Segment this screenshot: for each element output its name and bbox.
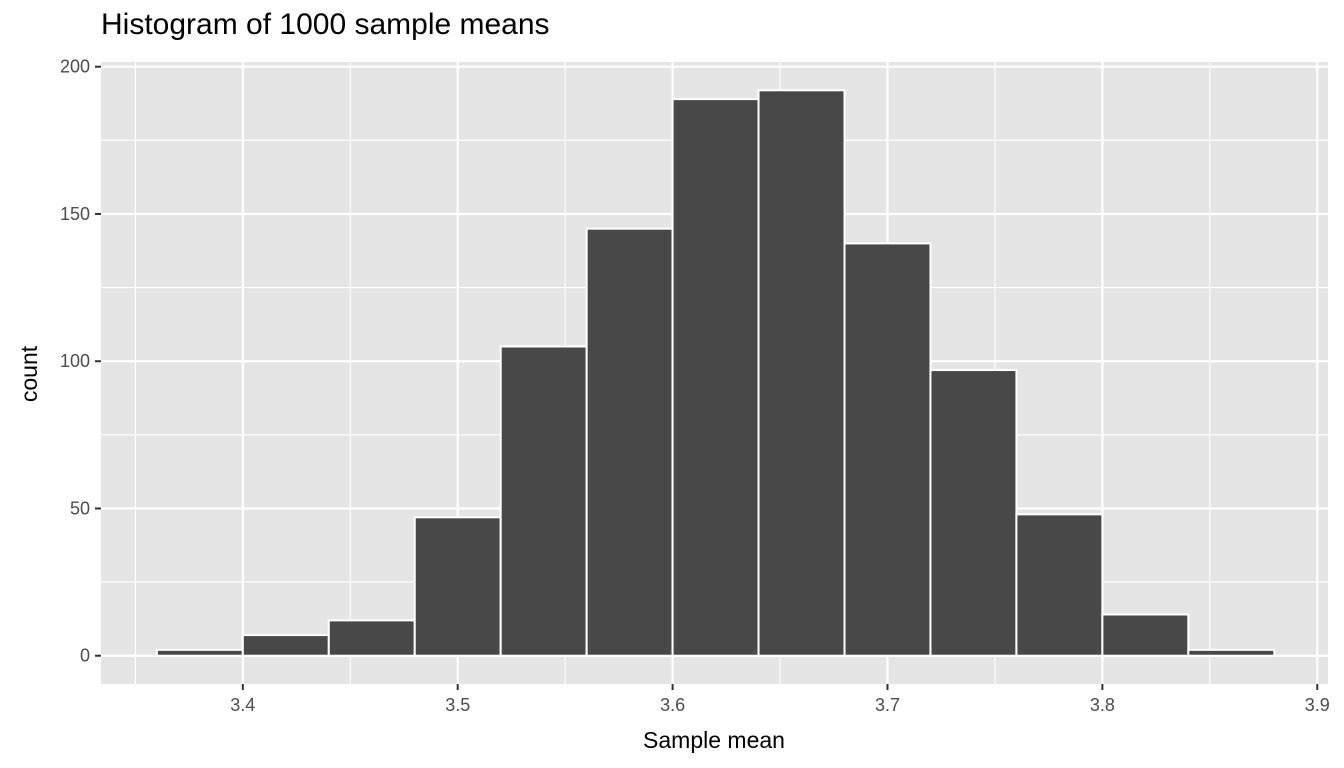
y-axis-title: count xyxy=(16,345,42,402)
histogram-bar xyxy=(585,227,674,657)
histogram-bar xyxy=(671,98,760,657)
histogram-bar xyxy=(1101,613,1190,657)
histogram-bar xyxy=(1187,648,1276,657)
y-tick-label: 100 xyxy=(60,351,90,371)
x-tick-label: 3.6 xyxy=(660,695,685,715)
histogram-bar xyxy=(843,242,932,657)
x-tick-label: 3.9 xyxy=(1305,695,1330,715)
x-tick-label: 3.8 xyxy=(1090,695,1115,715)
histogram-bar xyxy=(327,619,416,657)
histogram-bar xyxy=(929,369,1018,657)
histogram-bar xyxy=(499,345,588,657)
x-axis: 3.4 3.5 3.6 3.7 3.8 3.9 xyxy=(230,684,1330,715)
y-tick-label: 0 xyxy=(80,646,90,666)
histogram-bars xyxy=(155,89,1276,657)
y-tick-label: 150 xyxy=(60,204,90,224)
x-tick-label: 3.4 xyxy=(230,695,255,715)
y-tick-label: 50 xyxy=(70,498,90,518)
chart-title: Histogram of 1000 sample means xyxy=(101,8,550,41)
histogram-bar xyxy=(413,516,502,657)
x-tick-label: 3.7 xyxy=(875,695,900,715)
histogram-bar xyxy=(1015,513,1104,657)
x-tick-label: 3.5 xyxy=(445,695,470,715)
histogram-bar xyxy=(155,648,244,657)
y-axis: 0 50 100 150 200 xyxy=(60,57,101,666)
histogram-bar xyxy=(241,634,330,657)
histogram-bar xyxy=(757,89,846,657)
y-tick-label: 200 xyxy=(60,57,90,77)
x-axis-title: Sample mean xyxy=(643,727,785,753)
